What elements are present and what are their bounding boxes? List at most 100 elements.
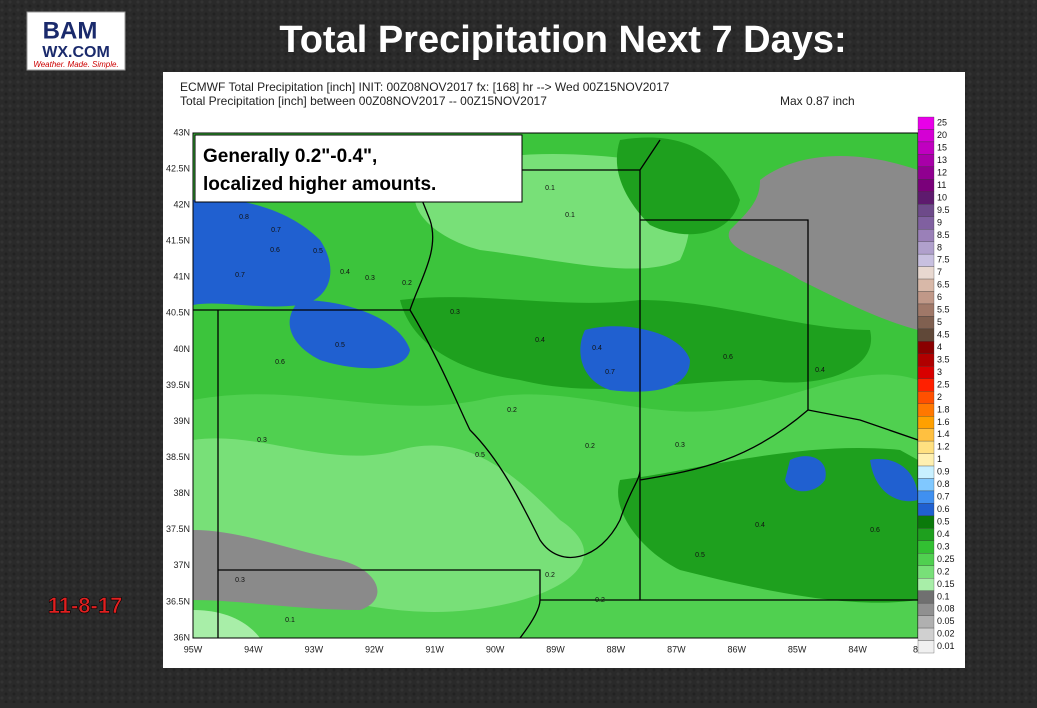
colorbar-swatch — [917, 553, 935, 566]
lat-label: 36.5N — [166, 596, 190, 606]
colorbar-label: 0.7 — [937, 492, 950, 502]
colorbar-swatch — [917, 565, 935, 579]
slide-date: 11-8-17 — [48, 593, 123, 618]
lat-label: 42.5N — [166, 163, 190, 173]
precip-area — [616, 137, 740, 235]
lat-label: 39N — [173, 416, 190, 426]
colorbar-swatch — [917, 129, 935, 143]
map-value-label: 0.4 — [592, 345, 602, 352]
map-max: Max 0.87 inch — [780, 94, 855, 108]
lat-label: 42N — [173, 200, 190, 210]
colorbar-swatch — [917, 540, 935, 554]
map-value-label: 0.5 — [335, 342, 345, 349]
lat-label: 43N — [173, 127, 190, 137]
colorbar-label: 4 — [937, 342, 942, 352]
map-value-label: 0.1 — [545, 185, 555, 192]
colorbar-swatch — [917, 216, 935, 230]
colorbar-swatch — [917, 602, 935, 616]
colorbar-swatch — [917, 303, 935, 317]
logo-tagline: Weather. Made. Simple. — [33, 60, 118, 69]
colorbar-swatch — [917, 241, 935, 255]
colorbar-swatch — [917, 590, 935, 604]
colorbar-swatch — [917, 490, 935, 504]
lat-label: 39.5N — [166, 380, 190, 390]
colorbar-swatch — [917, 640, 935, 654]
colorbar-label: 0.6 — [937, 504, 950, 514]
colorbar-label: 0.25 — [937, 554, 955, 564]
map-value-label: 0.2 — [507, 407, 517, 414]
precip-area — [728, 156, 918, 330]
lon-label: 87W — [667, 644, 686, 654]
colorbar-swatch — [917, 403, 935, 417]
colorbar-swatch — [917, 179, 935, 192]
colorbar-swatch — [917, 204, 935, 217]
map-value-label: 0.3 — [675, 442, 685, 449]
logo-box — [26, 11, 126, 71]
lat-label: 36N — [173, 632, 190, 642]
colorbar-label: 0.01 — [937, 641, 955, 651]
precip-area — [580, 326, 690, 392]
map-value-label: 0.2 — [545, 572, 555, 579]
logo-text: WX.COM — [42, 44, 110, 61]
colorbar-label: 1 — [937, 454, 942, 464]
lon-label: 89W — [546, 644, 565, 654]
annotation-box — [194, 134, 523, 203]
colorbar-swatch — [917, 391, 935, 404]
colorbar-label: 0.2 — [937, 566, 950, 576]
colorbar-swatch — [917, 341, 935, 354]
colorbar-label: 7 — [937, 267, 942, 277]
colorbar-swatch — [917, 316, 935, 330]
map-value-label: 0.4 — [815, 367, 825, 374]
lon-label: 88W — [607, 644, 626, 654]
lon-label: 94W — [244, 644, 263, 654]
lat-label: 38.5N — [166, 452, 190, 462]
colorbar-label: 7.5 — [937, 255, 950, 265]
map-value-label: 0.7 — [271, 227, 281, 234]
colorbar-swatch — [917, 116, 935, 130]
slide-title: Total Precipitation Next 7 Days: — [279, 19, 846, 61]
map-value-label: 0.5 — [313, 248, 323, 255]
colorbar-swatch — [917, 154, 935, 168]
colorbar-label: 0.1 — [937, 591, 950, 601]
colorbar-label: 5 — [937, 317, 942, 327]
colorbar-swatch — [917, 366, 935, 379]
colorbar-label: 25 — [937, 118, 947, 128]
lat-label: 41.5N — [166, 236, 190, 246]
map-value-label: 0.3 — [257, 437, 267, 444]
colorbar-label: 0.15 — [937, 579, 955, 589]
colorbar-label: 0.5 — [937, 516, 950, 526]
colorbar-swatch — [917, 253, 935, 267]
colorbar-label: 9.5 — [937, 205, 950, 215]
colorbar-label: 6.5 — [937, 280, 950, 290]
colorbar-label: 2 — [937, 392, 942, 402]
colorbar-label: 15 — [937, 143, 947, 153]
precip-area — [785, 456, 826, 492]
colorbar-label: 1.6 — [937, 417, 950, 427]
colorbar-label: 9 — [937, 217, 942, 227]
colorbar-swatch — [917, 627, 935, 641]
colorbar-swatch — [917, 266, 935, 280]
colorbar-label: 10 — [937, 192, 947, 202]
map-header: ECMWF Total Precipitation [inch] INIT: 0… — [180, 80, 670, 94]
colorbar-label: 0.4 — [937, 529, 950, 539]
colorbar-swatch — [917, 478, 935, 492]
lat-label: 38N — [173, 488, 190, 498]
annotation: Generally 0.2"-0.4", — [203, 146, 377, 167]
colorbar-label: 12 — [937, 167, 947, 177]
map-value-label: 0.7 — [605, 369, 615, 376]
lat-label: 40.5N — [166, 308, 190, 318]
colorbar-swatch — [917, 328, 935, 342]
colorbar-label: 0.3 — [937, 541, 950, 551]
colorbar-label: 20 — [937, 130, 947, 140]
colorbar-swatch — [917, 166, 935, 180]
map-value-label: 0.1 — [565, 212, 575, 219]
colorbar-swatch — [917, 440, 935, 454]
colorbar-swatch — [917, 453, 935, 467]
colorbar-label: 3 — [937, 367, 942, 377]
lon-label: 85W — [788, 644, 807, 654]
map-value-label: 0.4 — [535, 337, 545, 344]
colorbar-swatch — [917, 503, 935, 517]
map-value-label: 0.3 — [235, 577, 245, 584]
logo-text: BAM — [43, 17, 98, 44]
